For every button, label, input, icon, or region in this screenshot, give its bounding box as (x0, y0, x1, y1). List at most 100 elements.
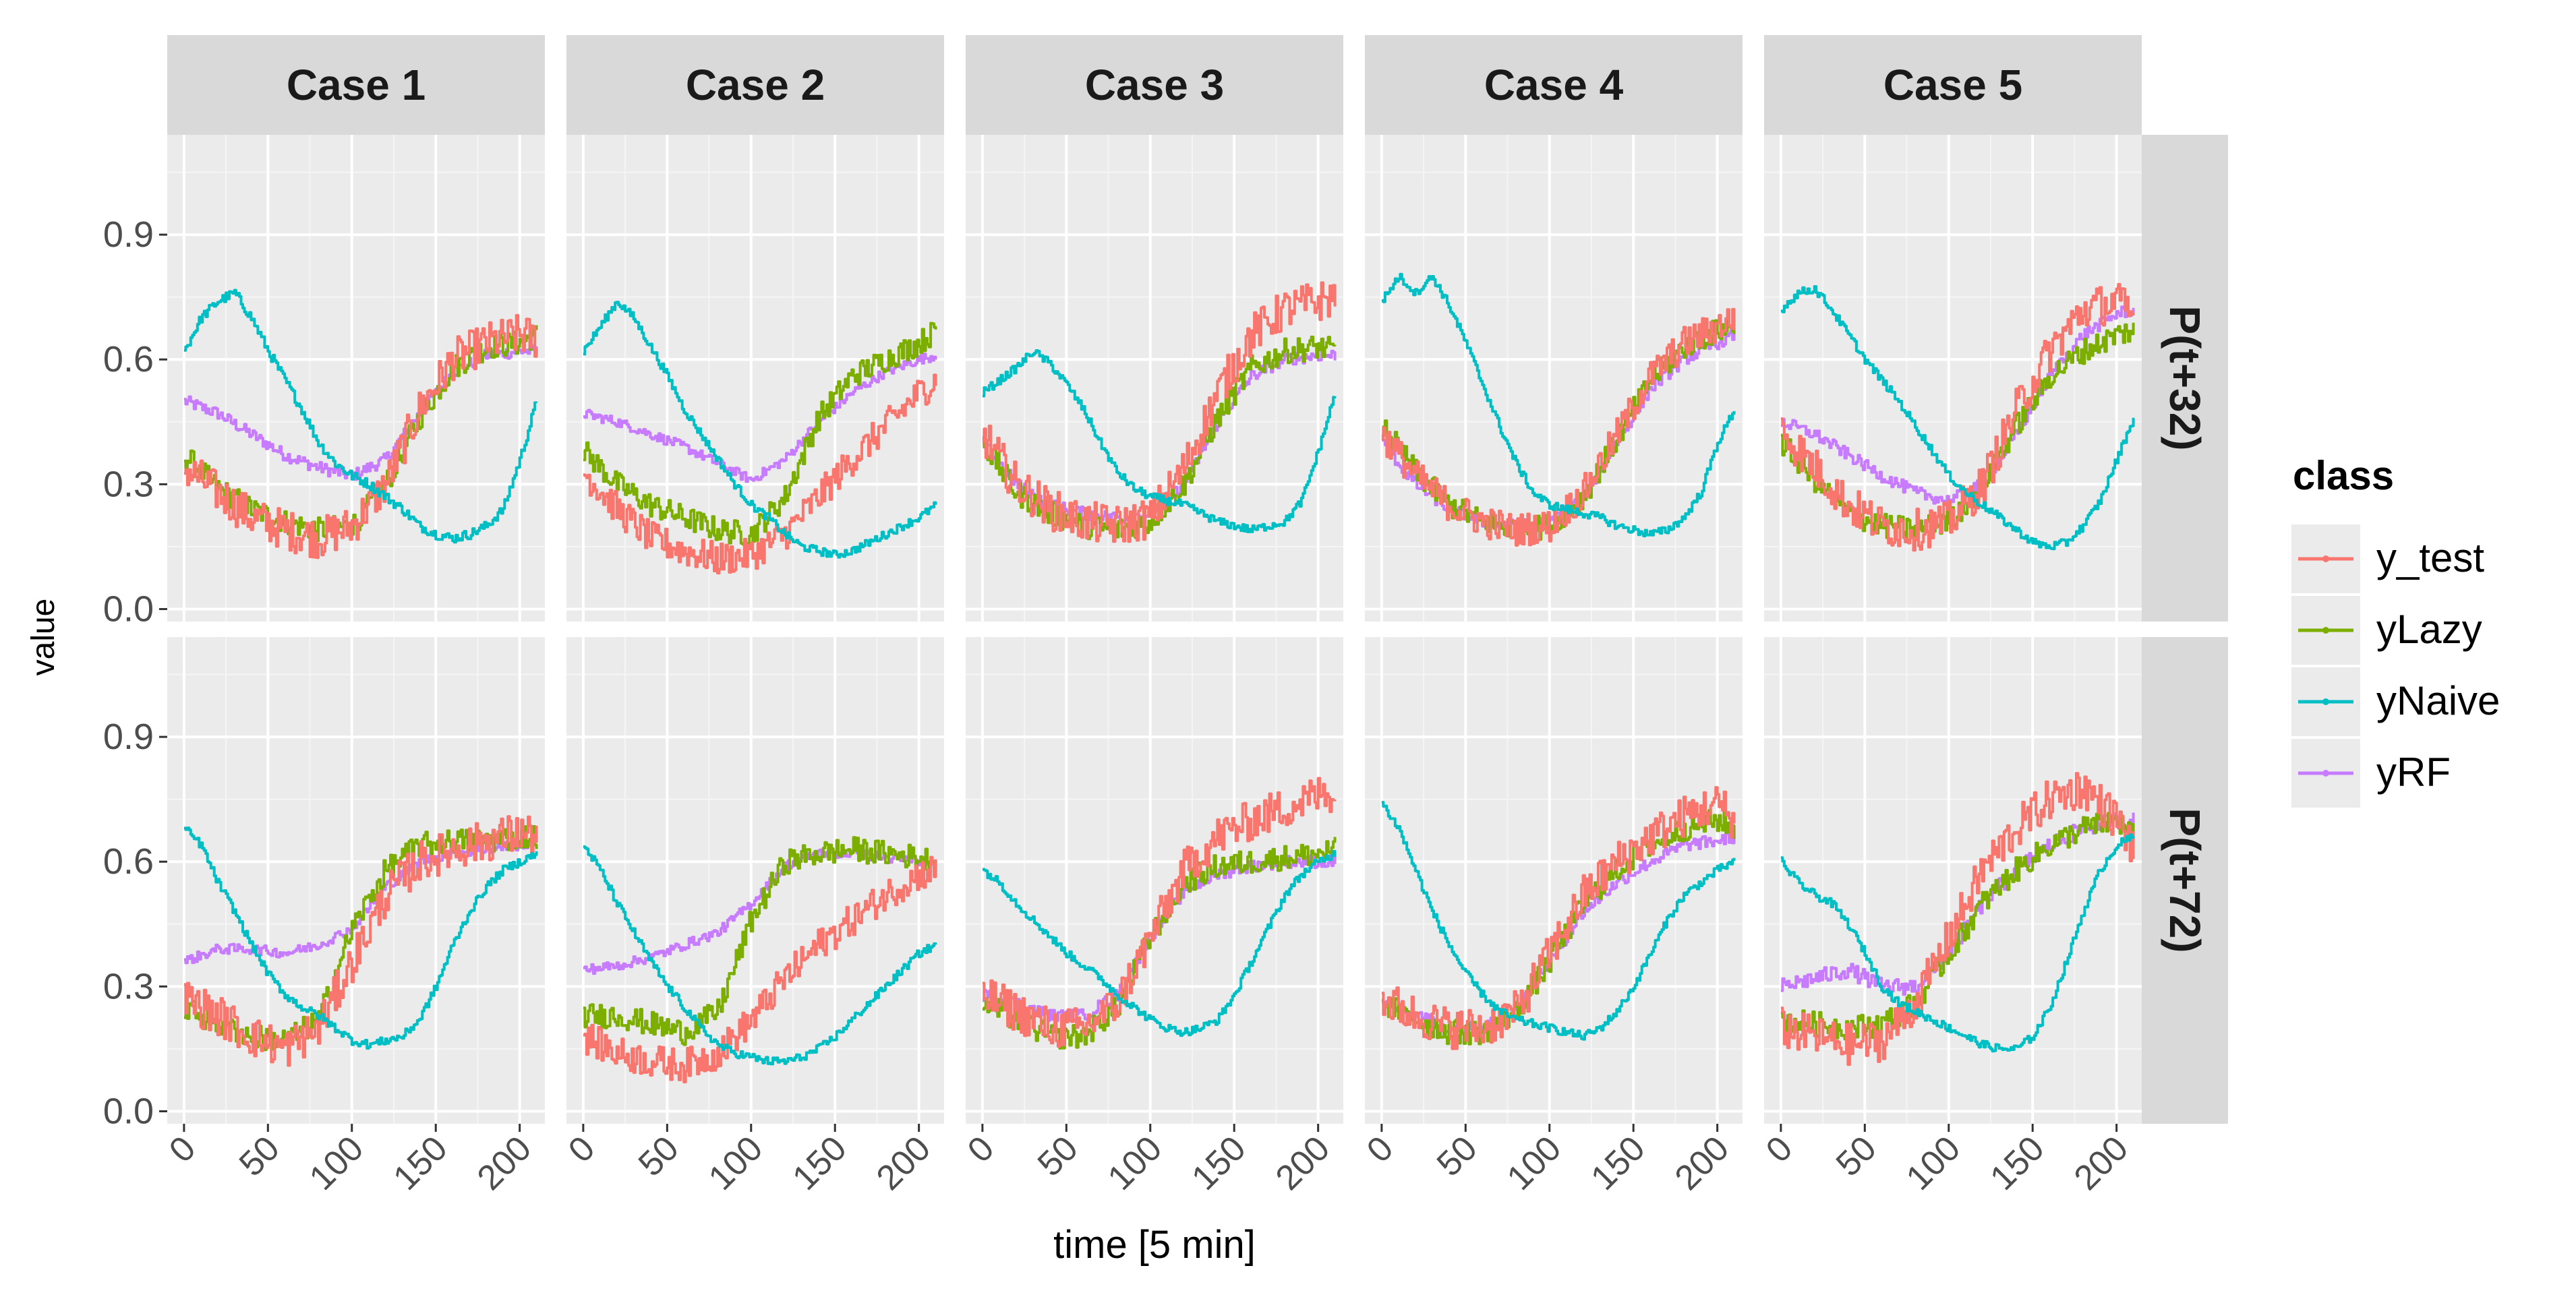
series-line-yNaive (583, 301, 937, 559)
panel-2-2 (566, 637, 944, 1124)
panel-2-5 (1764, 637, 2142, 1124)
legend-title: class (2293, 453, 2394, 498)
legend-label-yLazy: yLazy (2376, 607, 2482, 652)
panel-background (1764, 637, 2142, 1124)
row-strip-label: P(t+72) (2161, 808, 2209, 953)
series-line-y_test (1381, 307, 1736, 547)
x-tick-label: 150 (785, 1128, 854, 1197)
series-line-y_test (183, 313, 538, 560)
x-tick-label: 150 (386, 1128, 455, 1197)
series-line-y_test (982, 281, 1337, 543)
column-strip-label: Case 1 (287, 61, 426, 109)
y-tick-label: 0.3 (103, 464, 154, 504)
x-tick-label: 0 (162, 1128, 203, 1170)
y-tick-label: 0.6 (103, 841, 154, 882)
panel-2-1 (167, 637, 545, 1124)
column-strip-label: Case 4 (1484, 61, 1624, 109)
series-line-yNaive (982, 849, 1337, 1037)
column-strip-5 (1764, 35, 2142, 135)
x-tick-label: 200 (2067, 1128, 2136, 1197)
column-strip-label: Case 2 (686, 61, 825, 109)
series-line-yNaive (982, 349, 1337, 533)
y-tick-label: 0.0 (103, 1091, 154, 1131)
x-axis-title: time [5 min] (1053, 1223, 1256, 1267)
series-line-yNaive (183, 826, 538, 1050)
series-line-y_test (1780, 772, 2135, 1066)
x-tick-label: 150 (1983, 1128, 2051, 1197)
series-line-y_test (583, 855, 937, 1084)
series-line-yLazy (1780, 322, 2135, 539)
y-tick-label: 0.6 (103, 339, 154, 380)
series-line-yNaive (1381, 272, 1736, 538)
x-tick-label: 200 (869, 1128, 938, 1197)
legend-point-y_test (2322, 555, 2329, 562)
series-line-yLazy (583, 836, 937, 1046)
series-line-y_test (982, 777, 1337, 1048)
x-tick-label: 50 (1430, 1128, 1485, 1184)
panel-2-4 (1365, 637, 1743, 1124)
x-tick-label: 150 (1184, 1128, 1253, 1197)
panel-1-4 (1365, 135, 1743, 622)
legend-label-yRF: yRF (2376, 750, 2451, 795)
panel-background (966, 135, 1343, 622)
panel-1-2 (566, 135, 944, 622)
series-line-y_test (183, 815, 538, 1067)
series-line-yRF (1780, 305, 2135, 508)
x-tick-label: 100 (1899, 1128, 1968, 1197)
panel-1-3 (966, 135, 1343, 622)
series-line-y_test (1780, 282, 2135, 552)
column-strip-2 (566, 35, 944, 135)
x-tick-label: 0 (561, 1128, 602, 1170)
legend-label-y_test: y_test (2376, 535, 2484, 580)
series-line-yNaive (183, 289, 538, 544)
legend: class y_test yLazy yNaive yRF (2291, 453, 2500, 808)
x-tick-label: 0 (1359, 1128, 1401, 1170)
series-line-yNaive (1780, 285, 2135, 551)
y-tick-label: 0.0 (103, 589, 154, 629)
x-tick-label: 200 (470, 1128, 539, 1197)
x-tick-label: 200 (1268, 1128, 1337, 1197)
y-axis-title: value (26, 599, 61, 676)
panel-background (566, 135, 944, 622)
panel-1-1 (167, 135, 545, 622)
panels-layer (167, 135, 2142, 1124)
legend-point-yRF (2322, 770, 2329, 777)
row-strip-1 (2142, 135, 2228, 622)
x-tick-label: 50 (631, 1128, 686, 1184)
column-strip-3 (966, 35, 1343, 135)
x-tick-label: 100 (302, 1128, 371, 1197)
x-tick-label: 100 (701, 1128, 770, 1197)
x-tick-label: 0 (960, 1128, 1001, 1170)
panel-background (167, 135, 545, 622)
column-strip-1 (167, 35, 545, 135)
series-line-y_test (1381, 786, 1736, 1050)
x-tick-label: 200 (1668, 1128, 1736, 1197)
column-strip-4 (1365, 35, 1743, 135)
legend-label-yNaive: yNaive (2376, 678, 2500, 723)
x-tick-label: 50 (1829, 1128, 1884, 1184)
x-tick-label: 100 (1500, 1128, 1569, 1197)
strips-layer: Case 1 Case 2 Case 3 Case 4 Case 5 P(t+32) P(t… (167, 35, 2228, 1124)
panel-background (966, 637, 1343, 1124)
row-strip-label: P(t+32) (2161, 305, 2209, 450)
panel-background (1764, 135, 2142, 622)
panel-background (1365, 637, 1743, 1124)
y-tick-label: 0.3 (103, 966, 154, 1006)
series-line-y_test (583, 373, 937, 575)
panel-background (566, 637, 944, 1124)
y-tick-label: 0.9 (103, 214, 154, 255)
series-line-yRF (583, 353, 937, 483)
x-tick-label: 50 (1030, 1128, 1086, 1184)
column-strip-label: Case 5 (1883, 61, 2022, 109)
legend-point-yLazy (2322, 627, 2329, 634)
series-line-yNaive (1780, 833, 2135, 1053)
x-tick-label: 150 (1583, 1128, 1652, 1197)
column-strip-label: Case 3 (1085, 61, 1224, 109)
panel-2-3 (966, 637, 1343, 1124)
series-line-yNaive (583, 845, 937, 1066)
x-tick-label: 50 (232, 1128, 287, 1184)
series-line-yNaive (1381, 801, 1736, 1041)
y-tick-label: 0.9 (103, 717, 154, 757)
row-strip-2 (2142, 637, 2228, 1124)
